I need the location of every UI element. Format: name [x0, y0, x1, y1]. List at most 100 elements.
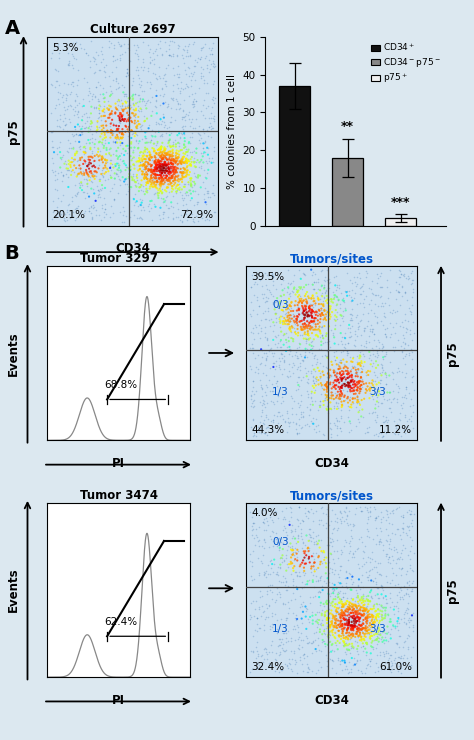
Point: [258, 600, 265, 612]
Point: [173, 50, 181, 61]
Point: [269, 414, 276, 426]
Point: [356, 619, 364, 631]
Point: [341, 639, 349, 650]
Point: [337, 615, 344, 627]
Point: [263, 350, 271, 362]
Point: [53, 184, 61, 196]
Point: [402, 381, 410, 393]
Point: [331, 337, 338, 349]
Point: [291, 623, 298, 635]
Point: [329, 629, 337, 641]
Point: [174, 81, 182, 93]
Point: [140, 163, 148, 175]
Point: [258, 508, 265, 519]
Point: [336, 596, 343, 608]
Point: [124, 124, 131, 135]
Point: [292, 289, 299, 300]
Point: [315, 323, 322, 335]
Point: [246, 555, 254, 567]
Point: [399, 511, 406, 523]
Point: [166, 146, 173, 158]
Point: [356, 583, 364, 595]
Point: [310, 324, 317, 336]
Point: [347, 399, 355, 411]
Point: [156, 89, 164, 101]
Point: [136, 181, 144, 193]
Point: [151, 161, 158, 173]
Point: [99, 105, 107, 117]
Point: [60, 78, 67, 90]
Point: [349, 610, 357, 622]
Point: [399, 526, 407, 538]
Point: [346, 568, 354, 580]
Point: [161, 149, 168, 161]
Point: [340, 362, 347, 374]
Point: [350, 271, 357, 283]
Point: [90, 171, 97, 183]
Point: [197, 181, 204, 193]
Point: [292, 656, 300, 668]
Point: [322, 577, 330, 589]
Point: [186, 120, 193, 132]
Point: [202, 101, 210, 113]
Point: [281, 316, 288, 328]
Point: [109, 108, 116, 120]
Point: [373, 511, 380, 523]
Point: [251, 603, 259, 615]
Point: [351, 326, 359, 337]
Point: [378, 601, 386, 613]
Point: [373, 633, 380, 645]
Point: [302, 279, 310, 291]
Point: [319, 604, 326, 616]
Point: [336, 560, 343, 572]
Point: [340, 539, 348, 551]
Point: [328, 306, 336, 318]
Point: [360, 608, 368, 619]
Point: [262, 352, 270, 364]
Point: [143, 177, 151, 189]
Point: [357, 633, 365, 645]
Point: [340, 632, 348, 644]
Point: [389, 508, 397, 519]
Point: [126, 112, 134, 124]
Point: [246, 400, 254, 412]
Point: [333, 619, 340, 631]
Point: [123, 147, 130, 158]
Point: [389, 574, 396, 585]
Point: [331, 620, 338, 632]
Point: [387, 534, 394, 545]
Point: [152, 161, 159, 173]
Point: [166, 49, 174, 61]
Point: [352, 366, 360, 377]
Point: [314, 283, 321, 295]
Point: [329, 613, 337, 625]
Point: [124, 114, 132, 126]
Point: [113, 168, 120, 180]
Point: [369, 379, 377, 391]
Point: [174, 183, 182, 195]
Point: [130, 39, 137, 51]
Point: [161, 143, 168, 155]
Point: [339, 639, 347, 651]
Point: [163, 160, 170, 172]
Point: [321, 392, 329, 404]
Point: [336, 415, 343, 427]
Point: [332, 304, 339, 316]
Point: [319, 351, 326, 363]
Point: [319, 366, 326, 378]
Point: [170, 164, 177, 175]
Point: [137, 147, 144, 158]
Point: [308, 340, 315, 352]
Point: [295, 300, 302, 312]
Point: [208, 152, 215, 164]
Point: [340, 613, 347, 625]
Point: [146, 146, 153, 158]
Point: [355, 613, 363, 625]
Point: [73, 145, 81, 157]
Point: [309, 371, 317, 383]
Point: [302, 333, 310, 345]
Point: [64, 47, 72, 59]
Point: [291, 300, 299, 312]
Point: [82, 147, 89, 159]
Point: [361, 604, 369, 616]
